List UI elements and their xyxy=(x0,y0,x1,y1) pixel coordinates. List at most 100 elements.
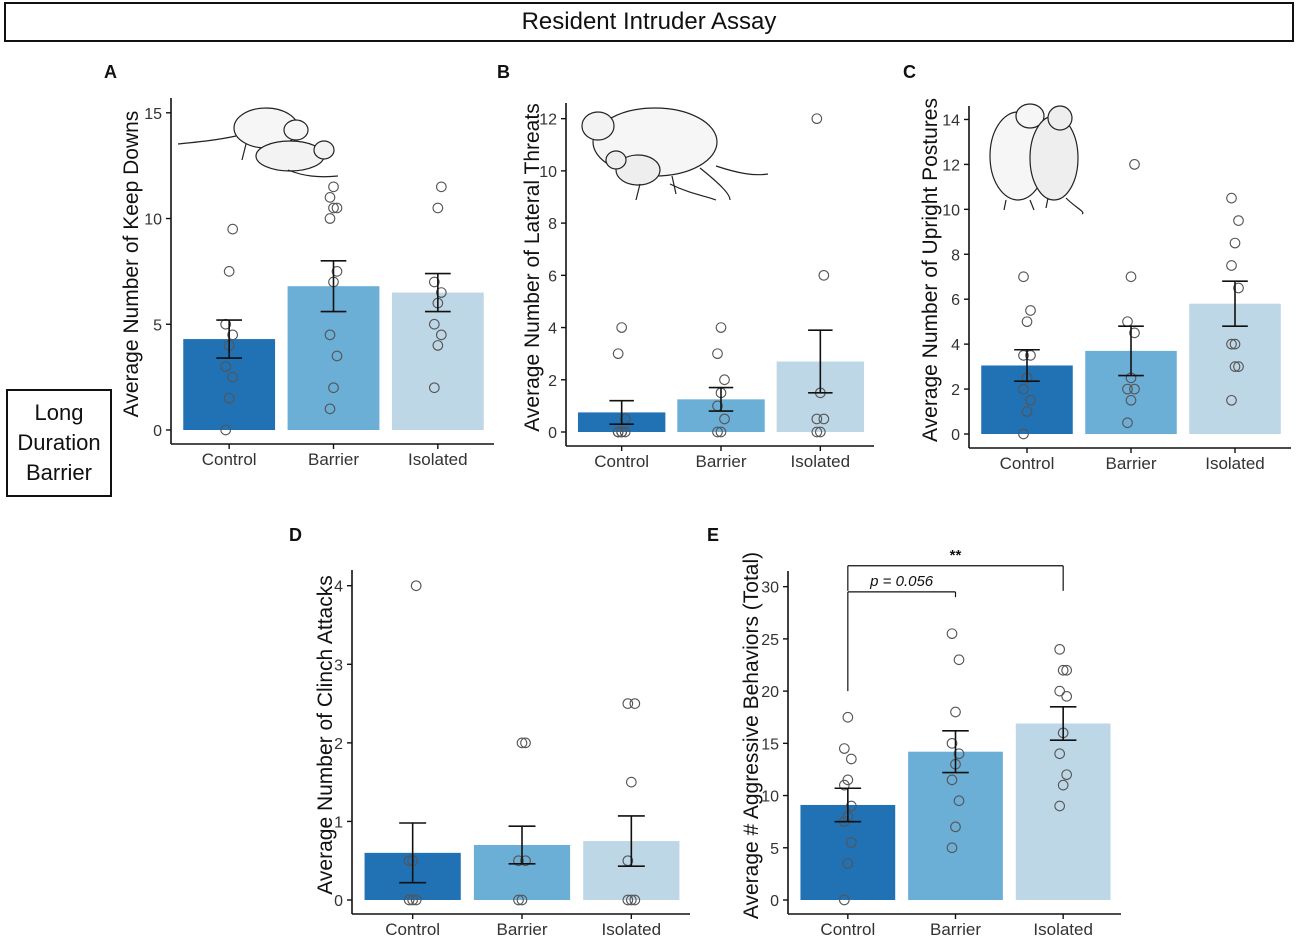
x-tick-label-control: Control xyxy=(594,452,649,471)
data-point xyxy=(331,350,343,362)
y-axis-label: Average Number of Upright Postures xyxy=(919,98,942,442)
data-point xyxy=(712,426,723,438)
y-tick-label: 25 xyxy=(761,632,779,649)
y-tick-label: 10 xyxy=(144,212,162,229)
data-point xyxy=(953,654,965,666)
error-bar xyxy=(1222,280,1248,327)
data-point xyxy=(513,855,524,867)
data-point xyxy=(1122,316,1133,328)
y-tick-label: 10 xyxy=(942,202,960,219)
rat-upright-posture-illustration xyxy=(989,103,1084,215)
y-tick-label: 2 xyxy=(334,736,343,753)
data-point xyxy=(324,192,336,203)
data-point xyxy=(328,202,339,214)
data-point xyxy=(845,800,857,812)
data-point xyxy=(331,202,343,214)
x-tick-label-isolated: Isolated xyxy=(1033,920,1093,938)
condition-label-line-2: Duration xyxy=(17,430,101,455)
y-tick-label: 14 xyxy=(942,112,960,129)
data-point xyxy=(1061,664,1073,676)
rat-lateral-threat-illustration xyxy=(581,107,769,201)
data-point xyxy=(719,374,730,386)
panel-label: C xyxy=(903,62,916,82)
x-tick-label-isolated: Isolated xyxy=(602,920,662,938)
data-point xyxy=(223,392,235,404)
x-tick-label-control: Control xyxy=(820,920,875,938)
data-point xyxy=(1061,690,1073,702)
data-point xyxy=(1129,327,1140,339)
data-point xyxy=(811,426,823,438)
error-bar xyxy=(508,825,536,865)
data-point xyxy=(1057,664,1069,676)
data-point xyxy=(818,269,830,281)
bar-isolated xyxy=(1015,723,1111,900)
data-point xyxy=(845,837,857,848)
data-point xyxy=(223,266,235,277)
data-point xyxy=(403,855,415,867)
data-point xyxy=(814,426,826,438)
y-axis-label: Average # Aggressive Behaviors (Total) xyxy=(740,552,763,919)
error-bar xyxy=(617,815,645,868)
panel-label: E xyxy=(707,525,719,545)
data-point xyxy=(220,424,232,436)
data-point xyxy=(712,348,723,360)
error-bar xyxy=(1014,348,1040,383)
data-point xyxy=(1129,159,1140,170)
data-point xyxy=(227,371,239,383)
y-tick-label: 10 xyxy=(761,789,779,806)
data-point xyxy=(331,266,343,277)
error-bar xyxy=(609,399,634,425)
data-point xyxy=(625,776,637,788)
rat-keep-down-illustration xyxy=(177,107,339,178)
error-bar xyxy=(834,787,862,823)
data-point xyxy=(629,894,641,906)
data-point xyxy=(950,706,961,718)
data-point xyxy=(1025,305,1036,316)
y-tick-label: 0 xyxy=(153,423,162,440)
y-tick-label: 4 xyxy=(548,321,557,338)
data-point xyxy=(818,413,830,425)
data-point xyxy=(946,628,958,640)
data-point xyxy=(1054,800,1066,812)
x-tick-label-barrier: Barrier xyxy=(496,920,547,938)
data-point xyxy=(1233,282,1244,294)
data-point xyxy=(629,698,641,709)
panel-label: D xyxy=(289,525,302,545)
data-point xyxy=(1226,394,1237,406)
data-point xyxy=(220,361,232,372)
data-point xyxy=(1125,394,1137,406)
error-bar xyxy=(424,272,451,313)
y-tick-label: 8 xyxy=(548,216,557,233)
data-point xyxy=(1018,350,1029,361)
data-point xyxy=(622,698,634,709)
data-point xyxy=(1054,685,1066,697)
data-point xyxy=(1229,361,1241,372)
y-tick-label: 15 xyxy=(761,736,779,753)
data-point xyxy=(1122,383,1133,395)
y-tick-label: 12 xyxy=(539,112,557,129)
panel-label: B xyxy=(497,62,510,82)
significance-label: ** xyxy=(950,547,962,564)
data-point xyxy=(625,894,637,906)
error-bar xyxy=(320,260,347,313)
y-tick-label: 0 xyxy=(951,427,960,444)
data-point xyxy=(1125,271,1137,283)
data-point xyxy=(715,322,727,333)
data-point xyxy=(950,821,961,833)
data-point xyxy=(616,426,628,438)
y-axis-label: Average Number of Keep Downs xyxy=(120,111,143,418)
data-point xyxy=(1229,237,1241,249)
error-bar xyxy=(399,822,427,884)
panel-e: E 0 5 10 15 20 25 30 Control Barrier Isolated Avera… xyxy=(707,525,1121,938)
data-point xyxy=(324,213,336,224)
data-point xyxy=(1057,779,1069,791)
y-tick-label: 1 xyxy=(334,814,343,831)
data-point xyxy=(946,774,958,786)
y-axis-label: Average Number of Clinch Attacks xyxy=(314,575,337,894)
data-point xyxy=(1229,338,1241,350)
y-tick-label: 8 xyxy=(951,247,960,264)
error-bar xyxy=(216,319,243,359)
data-point xyxy=(619,426,631,438)
data-point xyxy=(1054,643,1066,655)
data-point xyxy=(435,329,447,341)
